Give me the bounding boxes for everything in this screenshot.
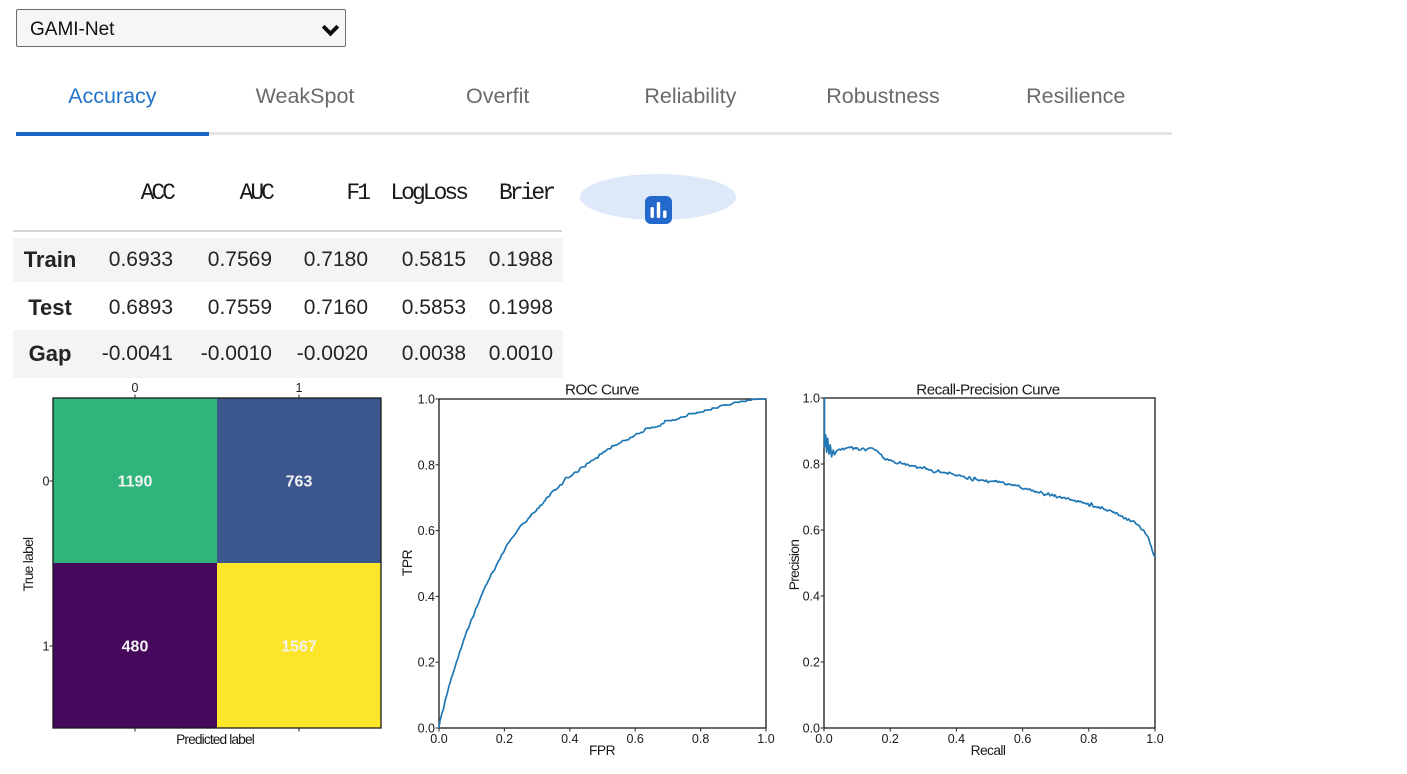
svg-text:0: 0 <box>43 475 50 489</box>
svg-text:1.0: 1.0 <box>803 392 820 406</box>
svg-text:0.4: 0.4 <box>418 590 435 604</box>
svg-text:1: 1 <box>296 381 303 395</box>
svg-text:0.6: 0.6 <box>803 524 820 538</box>
svg-text:0.8: 0.8 <box>1080 732 1097 746</box>
svg-text:0.6: 0.6 <box>1014 732 1031 746</box>
svg-text:FPR: FPR <box>589 743 616 758</box>
svg-text:ROC Curve: ROC Curve <box>565 382 639 399</box>
svg-text:0.0: 0.0 <box>418 722 435 736</box>
svg-text:Precision: Precision <box>787 540 802 590</box>
svg-text:TPR: TPR <box>400 549 415 576</box>
svg-text:0.4: 0.4 <box>561 732 578 746</box>
svg-text:0: 0 <box>132 381 139 395</box>
svg-text:1: 1 <box>43 640 50 654</box>
svg-text:0.8: 0.8 <box>418 458 435 472</box>
svg-text:0.0: 0.0 <box>430 732 447 746</box>
svg-text:0.4: 0.4 <box>803 590 820 604</box>
svg-text:Predicted label: Predicted label <box>176 732 255 747</box>
svg-text:480: 480 <box>122 639 149 656</box>
svg-text:0.0: 0.0 <box>815 732 832 746</box>
svg-text:0.2: 0.2 <box>418 656 435 670</box>
svg-text:1190: 1190 <box>118 474 153 491</box>
svg-text:0.6: 0.6 <box>627 732 644 746</box>
svg-text:0.6: 0.6 <box>418 524 435 538</box>
svg-text:0.4: 0.4 <box>948 732 965 746</box>
svg-text:1567: 1567 <box>281 639 317 656</box>
svg-text:1.0: 1.0 <box>418 393 435 407</box>
svg-text:1.0: 1.0 <box>757 732 774 746</box>
svg-text:Recall-Precision Curve: Recall-Precision Curve <box>916 382 1060 399</box>
svg-text:True label: True label <box>21 537 36 591</box>
svg-text:1.0: 1.0 <box>1146 732 1163 746</box>
svg-text:0.0: 0.0 <box>803 722 820 736</box>
svg-text:0.2: 0.2 <box>803 656 820 670</box>
svg-text:763: 763 <box>286 474 313 491</box>
svg-text:0.2: 0.2 <box>496 732 513 746</box>
svg-text:0.2: 0.2 <box>882 732 899 746</box>
svg-text:0.8: 0.8 <box>803 458 820 472</box>
svg-text:0.8: 0.8 <box>692 732 709 746</box>
svg-text:Recall: Recall <box>971 743 1006 758</box>
